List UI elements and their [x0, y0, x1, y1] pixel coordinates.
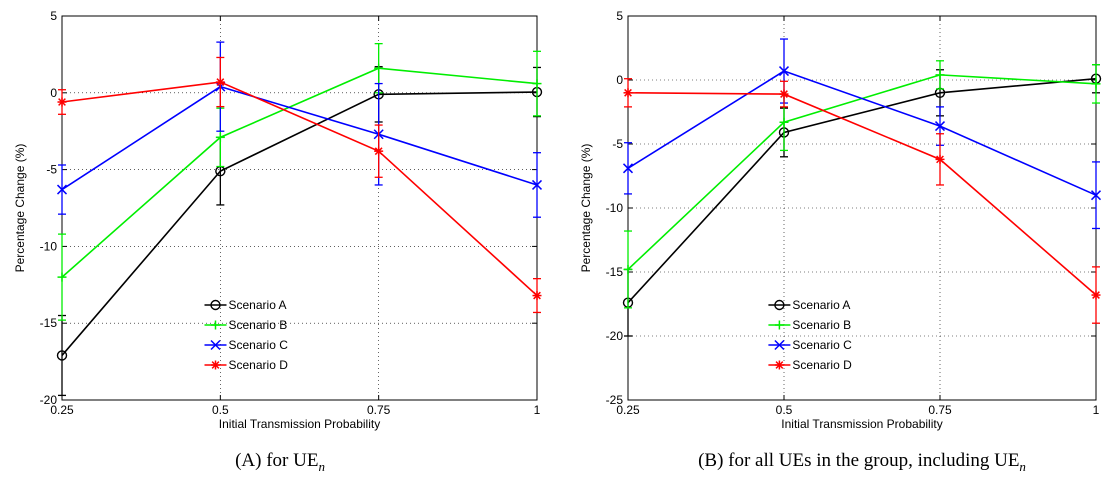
y-tick-label: -15: [606, 265, 624, 279]
legend-marker: [774, 320, 784, 330]
x-tick-label: 0.75: [928, 403, 952, 417]
legend-entry: Scenario C: [792, 338, 852, 352]
data-point: [935, 154, 945, 164]
legend: Scenario A Scenario B Scenario C Scenario D: [204, 298, 289, 372]
legend-entry: Scenario B: [229, 318, 288, 332]
y-tick-label: -5: [46, 163, 57, 177]
data-point: [56, 184, 68, 195]
x-tick-label: 1: [534, 403, 541, 417]
y-axis-label: Percentage Change (%): [13, 144, 27, 273]
legend-marker: [211, 360, 220, 370]
y-tick-label: 5: [50, 9, 57, 23]
x-tick-label: 0.25: [616, 403, 640, 417]
data-point: [623, 88, 633, 98]
legend-marker: [774, 360, 784, 370]
series-line: [61, 67, 538, 278]
data-point: [622, 163, 634, 174]
data-point: [779, 117, 789, 127]
series-line: [627, 92, 1097, 296]
data-point: [57, 272, 67, 282]
data-point: [57, 97, 67, 107]
data-point: [531, 179, 543, 190]
y-tick-label: -25: [606, 393, 624, 407]
plot-area: [61, 15, 538, 401]
caption: (A) for UEn: [235, 450, 325, 474]
series-scenario-d: [57, 56, 542, 314]
x-tick-label: 0.25: [50, 403, 74, 417]
legend-entry: Scenario D: [792, 358, 852, 372]
series-line: [627, 77, 1097, 304]
y-tick-label: 0: [50, 86, 57, 100]
chart-b: 0.25 0.5 0.75 1 -25 -20 -15 -10 -5 0 5 Initial Tran…: [579, 9, 1102, 474]
data-point: [778, 66, 790, 77]
y-tick-label: -10: [40, 239, 58, 253]
series-line: [61, 91, 538, 356]
legend-entry: Scenario A: [792, 298, 850, 312]
data-point: [532, 291, 542, 301]
data-point: [779, 89, 789, 99]
legend-marker: [211, 320, 220, 330]
data-point: [215, 77, 225, 87]
series-scenario-c: [56, 41, 543, 218]
y-tick-label: -20: [606, 329, 624, 343]
legend-marker: [774, 299, 785, 311]
data-point: [623, 264, 633, 274]
legend-entry: Scenario A: [229, 298, 287, 312]
x-tick-label: 0.5: [212, 403, 229, 417]
y-tick-label: -10: [606, 201, 624, 215]
data-point: [1091, 290, 1101, 300]
data-point: [56, 350, 68, 361]
series-scenario-d: [623, 78, 1101, 324]
y-tick-label: -15: [40, 316, 58, 330]
x-tick-label: 0.75: [367, 403, 391, 417]
data-point: [1091, 79, 1101, 89]
legend: Scenario A Scenario B Scenario C Scenario D: [768, 298, 852, 372]
legend-entry: Scenario B: [792, 318, 851, 332]
x-tick-label: 0.5: [776, 403, 793, 417]
data-point: [1090, 190, 1102, 201]
data-point: [934, 121, 946, 132]
legend-marker: [210, 339, 221, 351]
data-point: [374, 146, 384, 156]
chart-a: 0.25 0.5 0.75 1 -20 -15 -10 -5 0 5 Initial Transmi…: [13, 9, 543, 474]
legend-marker: [774, 339, 785, 351]
x-axis-label: Initial Transmission Probability: [781, 417, 942, 431]
data-point: [374, 63, 384, 73]
data-point: [532, 79, 542, 89]
legend-entry: Scenario D: [229, 358, 289, 372]
series-line: [61, 81, 538, 297]
series-line: [61, 85, 538, 191]
data-point: [215, 132, 225, 142]
plot-area: [627, 15, 1097, 401]
y-tick-label: 5: [616, 9, 623, 23]
y-axis-label: Percentage Change (%): [579, 144, 593, 273]
caption: (B) for all UEs in the group, including …: [698, 450, 1026, 474]
x-axis-label: Initial Transmission Probability: [219, 417, 380, 431]
x-tick-label: 1: [1093, 403, 1100, 417]
legend-entry: Scenario C: [229, 338, 289, 352]
y-tick-label: -20: [40, 393, 58, 407]
legend-marker: [210, 299, 221, 311]
data-point: [935, 70, 945, 80]
series-line: [627, 70, 1097, 196]
y-tick-label: -5: [612, 137, 623, 151]
y-tick-label: 0: [616, 73, 623, 87]
